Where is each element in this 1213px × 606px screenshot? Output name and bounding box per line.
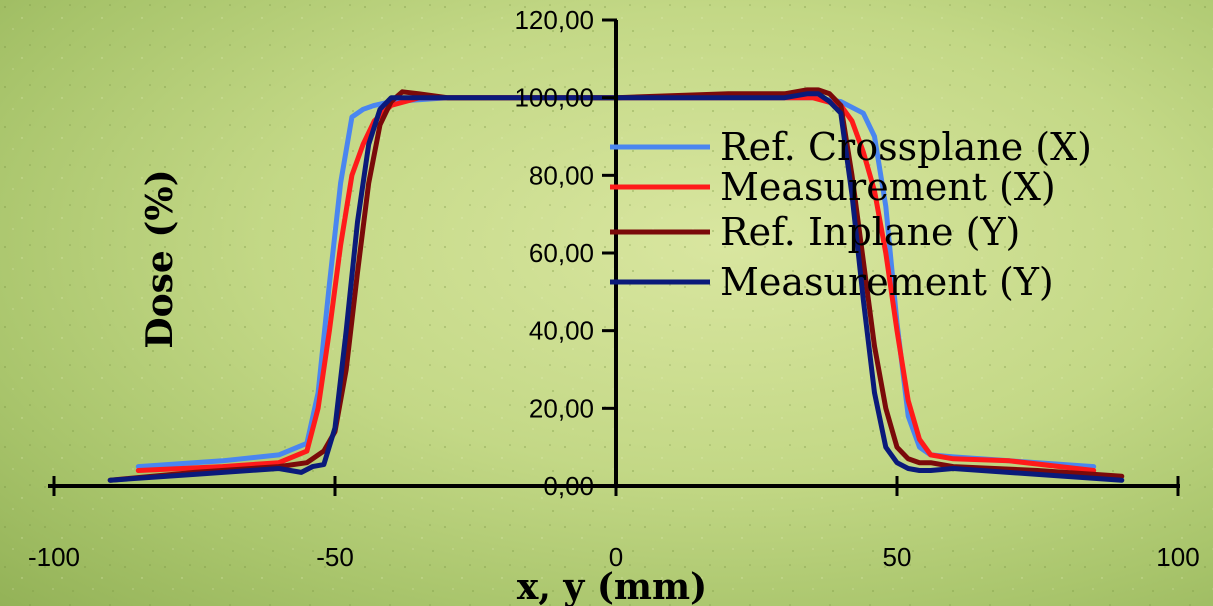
legend: Ref. Crossplane (X)Measurement (X)Ref. I… [610,125,1092,304]
x-tick-label: 0 [609,542,623,572]
y-tick-label: 60,00 [529,238,594,268]
legend-label-1: Ref. Crossplane (X) [720,125,1092,169]
series-line-4 [107,91,1125,483]
y-tick-label: 100,00 [514,83,594,113]
x-tick-label: -50 [316,542,354,572]
legend-label-4: Measurement (Y) [720,260,1054,304]
y-tick-label: 40,00 [529,316,594,346]
y-tick-label: 20,00 [529,393,594,423]
x-tick-label: 50 [883,542,912,572]
x-tick-label: -100 [28,542,80,572]
tick-layer: -100 -50 0 50 100 0,00 20,00 40,00 60,00 80,00 100… [28,5,1200,572]
x-tick-label: 100 [1156,542,1199,572]
x-axis-title: x, y (mm) [517,566,707,606]
y-tick-label: 0,00 [543,471,594,501]
y-axis-title: Dose (%) [139,169,181,348]
series-layer [107,87,1125,483]
y-tick-label: 80,00 [529,160,594,190]
y-tick-label: 120,00 [514,5,594,35]
legend-label-3: Ref. Inplane (Y) [720,210,1020,254]
legend-label-2: Measurement (X) [720,165,1056,209]
